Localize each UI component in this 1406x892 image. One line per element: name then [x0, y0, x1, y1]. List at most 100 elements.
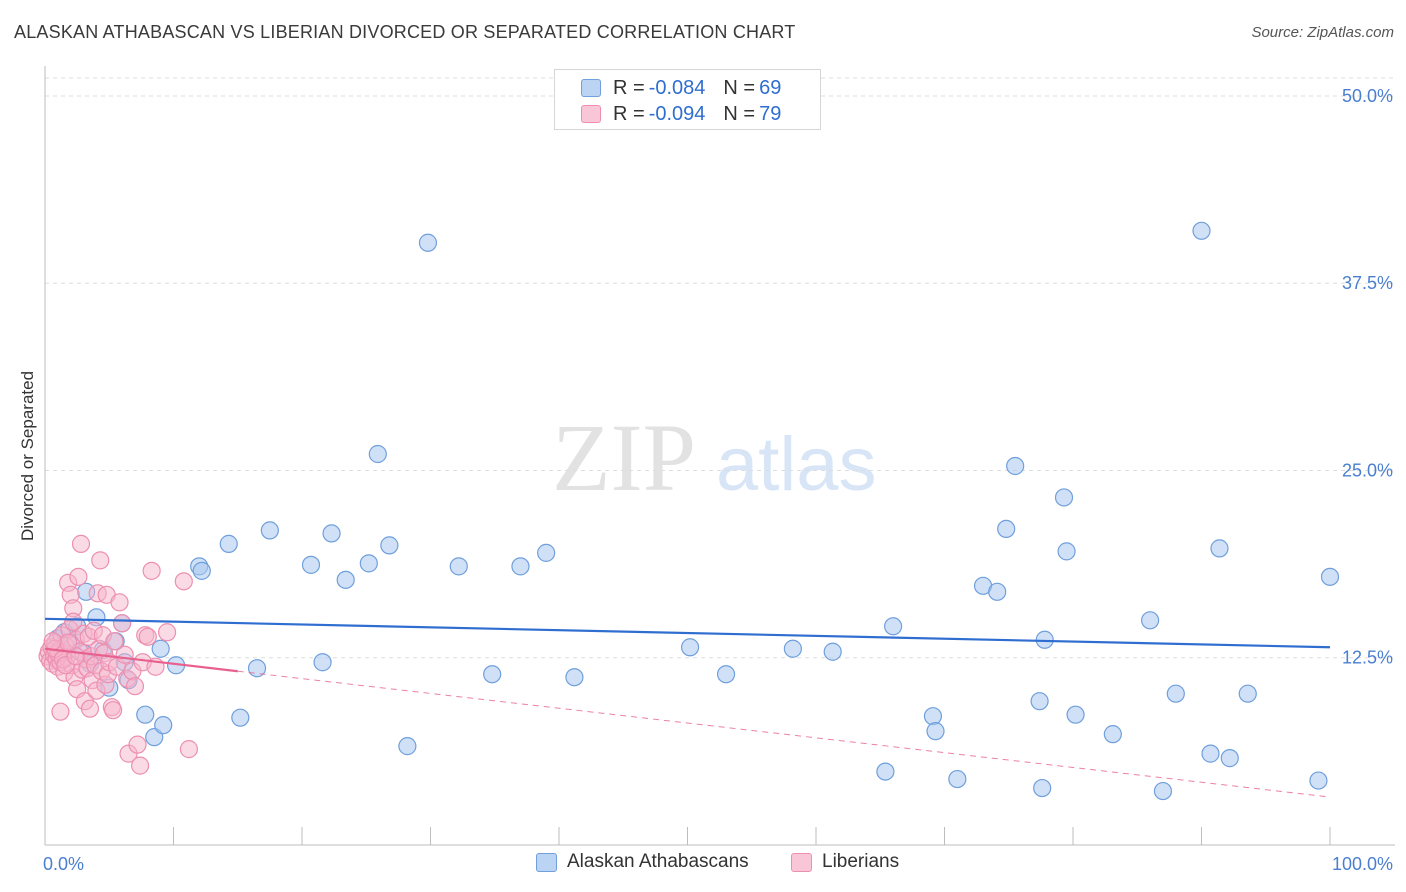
legend-n-value: 69 [759, 76, 782, 99]
liberian-point [157, 623, 177, 642]
athabascan-point [1309, 771, 1328, 790]
athabascan-point [997, 519, 1016, 539]
bottom-legend-blue: Alaskan Athabascans [536, 851, 749, 873]
athabascan-trend-line [44, 617, 1331, 649]
athabascan-point [219, 534, 238, 553]
athabascan-point [154, 716, 173, 735]
athabascan-point [301, 555, 321, 574]
x-tick-label-min: 0.0% [43, 854, 84, 874]
athabascan-point [1166, 684, 1185, 703]
athabascan-point [1057, 542, 1076, 561]
liberian-point [174, 572, 193, 591]
athabascan-point [418, 233, 438, 252]
legend-n-label: N = [723, 76, 756, 99]
athabascan-point [368, 444, 387, 464]
liberian-point [51, 702, 70, 721]
liberian-point [110, 593, 129, 612]
athabascan-point [1140, 611, 1160, 630]
y-tick-label: 50.0% [1342, 86, 1393, 106]
athabascan-point [231, 708, 250, 727]
y-tick-label: 25.0% [1342, 460, 1393, 480]
legend-r-label: R = [613, 102, 645, 125]
liberian-trend-extension [237, 670, 1331, 798]
trend-lines [44, 617, 1331, 798]
liberian-point [59, 633, 78, 652]
liberian-point [43, 632, 62, 651]
liberian-point [115, 645, 134, 664]
liberian-point [69, 567, 88, 586]
liberian-point [112, 614, 132, 633]
athabascan-point [823, 642, 842, 661]
liberian-point [91, 551, 110, 570]
liberian-point [179, 740, 199, 759]
athabascan-point [322, 524, 341, 543]
athabascan-point [988, 582, 1007, 601]
legend-n-label: N = [723, 102, 756, 125]
legend-r-value: -0.094 [648, 102, 706, 125]
watermark-atlas: atlas [716, 422, 877, 507]
chart-title: ALASKAN ATHABASCAN VS LIBERIAN DIVORCED … [14, 22, 796, 42]
athabascan-point [1192, 221, 1211, 240]
liberian-point [125, 677, 145, 696]
athabascan-point [948, 769, 967, 789]
athabascan-point [449, 557, 468, 576]
liberian-point [128, 735, 147, 754]
athabascan-point [1153, 781, 1173, 801]
athabascan-point [1220, 749, 1239, 768]
liberian-point [71, 534, 91, 553]
athabascan-point [398, 737, 417, 756]
athabascan-point [192, 561, 211, 580]
bottom-legend-label-blue: Alaskan Athabascans [567, 851, 749, 872]
watermark: ZIP atlas [552, 404, 877, 511]
liberian-point [105, 632, 124, 651]
athabascan-point [1030, 692, 1049, 711]
athabascan-point [876, 762, 895, 781]
liberian-trend-line [44, 647, 238, 673]
athabascan-point [511, 557, 530, 576]
bottom-legend-pink: Liberians [791, 851, 899, 873]
legend-row-blue: R = -0.084 N = 69 [581, 75, 781, 101]
athabascan-point [537, 543, 556, 562]
athabascan-point [716, 665, 736, 684]
athabascan-point [1320, 567, 1340, 586]
athabascan-point [783, 639, 802, 658]
y-tick-label: 37.5% [1342, 273, 1393, 293]
tick-labels: 12.5% 25.0% 37.5% 50.0% 0.0% 100.0% Divorced o… [18, 86, 1393, 874]
athabascan-point [883, 617, 903, 636]
legend-row-pink: R = -0.094 N = 79 [581, 101, 781, 127]
athabascan-point [151, 639, 170, 658]
series-liberians [38, 534, 199, 775]
x-tick-label-max: 100.0% [1332, 854, 1393, 874]
athabascan-point [1238, 684, 1257, 703]
legend-swatch-blue [581, 79, 601, 97]
athabascan-point [1006, 456, 1025, 476]
athabascan-point [1201, 744, 1220, 763]
athabascan-point [926, 722, 945, 741]
athabascan-point [1066, 705, 1085, 724]
axes [44, 66, 1395, 846]
y-tick-label: 12.5% [1342, 648, 1393, 668]
athabascan-point [136, 705, 155, 724]
grid-lines [45, 77, 1395, 659]
athabascan-point [359, 554, 378, 573]
athabascan-point [680, 638, 700, 657]
athabascan-point [1103, 725, 1122, 744]
liberian-point [80, 699, 100, 718]
athabascan-point [1054, 488, 1074, 507]
bottom-legend-label-pink: Liberians [822, 851, 900, 872]
legend-r-label: R = [613, 76, 645, 99]
y-axis-label: Divorced or Separated [18, 371, 37, 541]
liberian-point [138, 627, 157, 646]
athabascan-point [380, 536, 399, 555]
athabascan-point [1210, 539, 1229, 558]
athabascan-point [483, 665, 502, 684]
legend-swatch-pink [581, 105, 601, 123]
liberian-point [130, 756, 150, 775]
athabascan-point [336, 570, 355, 589]
liberian-point [64, 612, 83, 631]
athabascan-point [1033, 778, 1052, 798]
liberian-point [142, 561, 161, 580]
watermark-zip: ZIP [552, 404, 696, 511]
liberian-point [104, 701, 123, 720]
